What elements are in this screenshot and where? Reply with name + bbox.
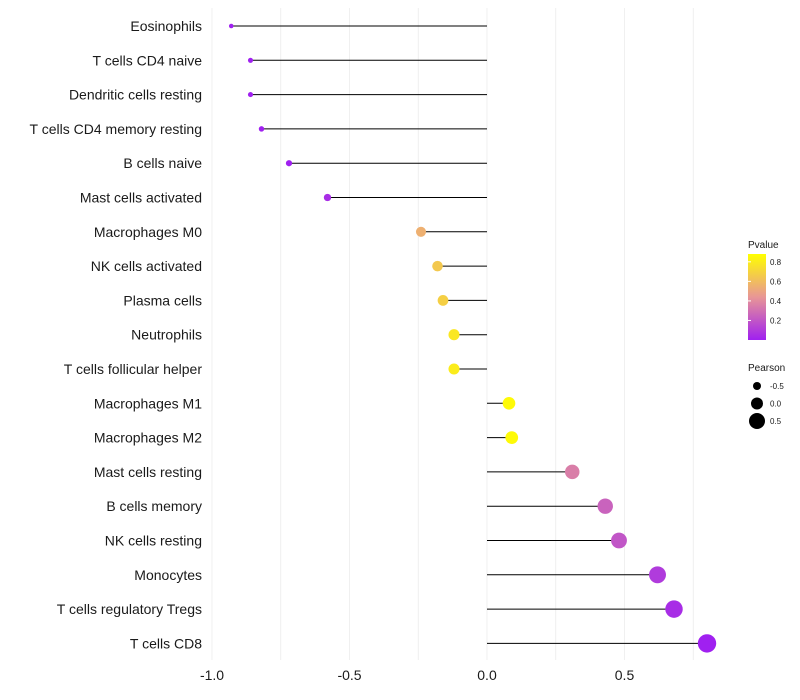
category-label: T cells regulatory Tregs — [57, 601, 202, 617]
data-point — [697, 634, 717, 653]
data-point — [665, 600, 683, 618]
data-point — [258, 126, 265, 132]
category-label: Eosinophils — [130, 18, 202, 34]
data-point — [247, 92, 254, 98]
pearson-legend-dot — [749, 413, 765, 429]
grid-layer — [211, 8, 694, 660]
data-point — [597, 498, 613, 514]
pvalue-colorbar — [748, 254, 766, 340]
category-label: B cells naive — [123, 155, 202, 171]
data-point — [437, 295, 449, 306]
category-label: Macrophages M2 — [94, 430, 202, 446]
x-tick-label: -1.0 — [200, 667, 224, 683]
category-label: Macrophages M1 — [94, 395, 202, 411]
category-label: Monocytes — [134, 567, 202, 583]
category-labels: Eosinophils T cells CD4 naive Dendritic ce… — [30, 18, 203, 651]
pvalue-tick-label: 0.4 — [770, 297, 782, 306]
pvalue-tick-label: 0.2 — [770, 316, 782, 325]
x-tick-label: 0.5 — [615, 667, 635, 683]
pearson-legend-items: -0.5 0.0 0.5 — [749, 382, 784, 429]
pearson-legend-label: 0.5 — [770, 417, 782, 426]
category-label: NK cells resting — [105, 533, 202, 549]
category-label: Neutrophils — [131, 327, 202, 343]
data-point — [502, 396, 516, 410]
category-label: T cells CD8 — [130, 635, 202, 651]
x-tick-label: -0.5 — [337, 667, 361, 683]
data-point — [285, 160, 293, 167]
pvalue-legend-title: Pvalue — [748, 240, 779, 251]
pearson-legend-label: 0.0 — [770, 400, 782, 409]
data-point — [247, 57, 254, 63]
pearson-legend-title: Pearson — [748, 363, 785, 374]
data-point — [565, 464, 580, 480]
data-point — [448, 363, 460, 375]
data-point — [505, 431, 519, 444]
category-label: T cells CD4 naive — [93, 52, 203, 68]
data-point — [448, 329, 460, 341]
pearson-legend-label: -0.5 — [770, 382, 784, 391]
category-label: Macrophages M0 — [94, 224, 202, 240]
point-layer — [228, 23, 717, 653]
data-point — [323, 193, 332, 202]
pvalue-tick-label: 0.8 — [770, 258, 782, 267]
pearson-legend-dot — [753, 382, 761, 390]
pvalue-legend-ticks: 0.2 0.4 0.6 0.8 — [748, 258, 782, 325]
category-label: Plasma cells — [123, 292, 202, 308]
data-point — [228, 23, 234, 29]
category-label: T cells follicular helper — [64, 361, 203, 377]
x-tick-label: 0.0 — [477, 667, 497, 683]
pvalue-tick-label: 0.6 — [770, 277, 782, 286]
data-point — [611, 532, 627, 549]
category-label: Mast cells resting — [94, 464, 202, 480]
category-label: Mast cells activated — [80, 190, 202, 206]
category-label: B cells memory — [106, 498, 202, 514]
data-point — [649, 566, 666, 584]
category-label: T cells CD4 memory resting — [30, 121, 202, 137]
category-label: NK cells activated — [91, 258, 202, 274]
category-label: Dendritic cells resting — [69, 87, 202, 103]
x-axis-tick-labels: -1.0 -0.5 0.0 0.5 — [200, 667, 635, 683]
pearson-size-legend: Pearson -0.5 0.0 0.5 — [748, 363, 785, 429]
pearson-legend-dot — [751, 397, 763, 410]
data-point — [415, 226, 427, 237]
stem-layer — [231, 25, 707, 644]
pvalue-color-legend: Pvalue 0.2 0.4 0.6 0.8 — [748, 240, 782, 340]
data-point — [432, 260, 443, 272]
